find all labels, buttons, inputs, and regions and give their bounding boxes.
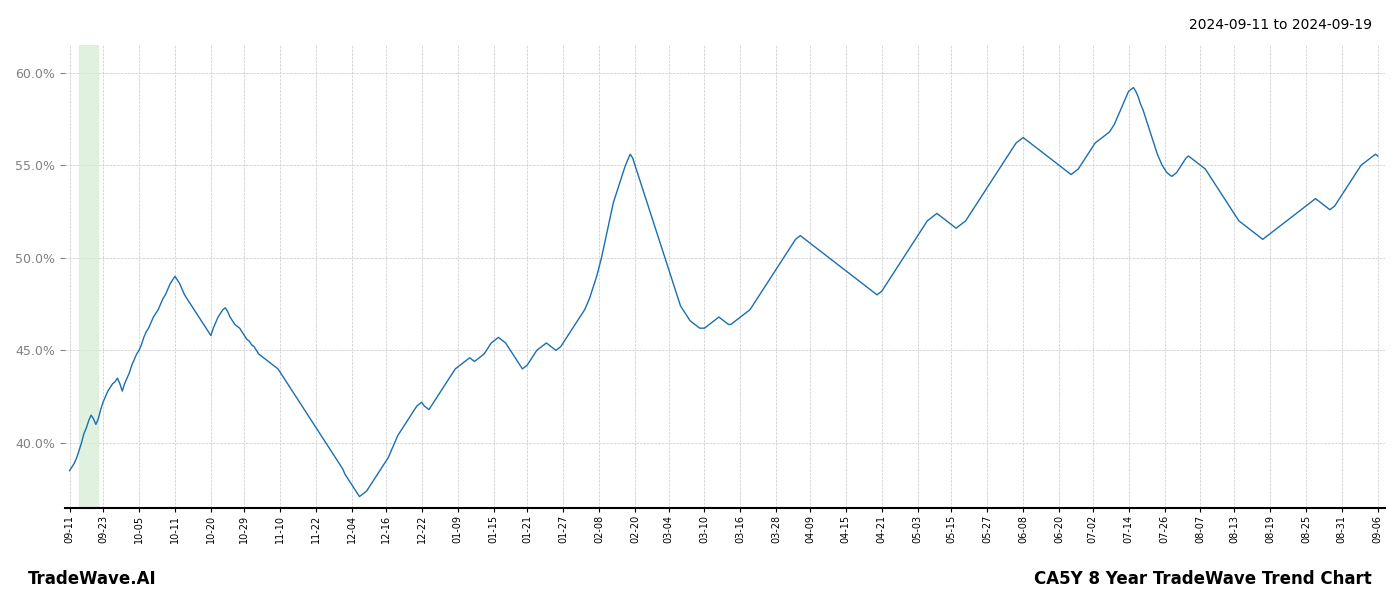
Text: 2024-09-11 to 2024-09-19: 2024-09-11 to 2024-09-19 [1189,18,1372,32]
Text: CA5Y 8 Year TradeWave Trend Chart: CA5Y 8 Year TradeWave Trend Chart [1035,570,1372,588]
Bar [78,45,98,508]
Text: TradeWave.AI: TradeWave.AI [28,570,157,588]
